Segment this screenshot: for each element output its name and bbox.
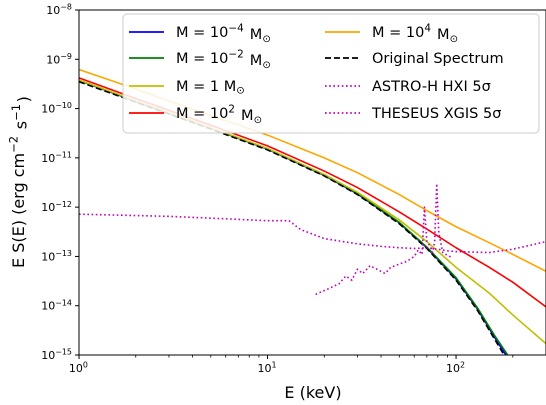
y-tick-label: 10−8 xyxy=(46,3,73,19)
legend-label-4: M = 102 M⊙ xyxy=(176,103,264,126)
plot-frame xyxy=(78,9,546,356)
x-tick-label: 101 xyxy=(257,361,277,377)
y-tick-label: 10−10 xyxy=(41,101,73,117)
y-tick-label: 10−13 xyxy=(41,249,73,265)
y-tick-label: 10−14 xyxy=(41,298,73,314)
x-tick-label: 102 xyxy=(446,361,466,377)
legend: M = 10−4 M⊙ M = 10−2 M⊙ M = 1 M⊙ M = 102… xyxy=(122,13,540,134)
legend-box xyxy=(122,13,540,134)
x-axis-label: E (keV) xyxy=(284,383,341,402)
y-tick-label: 10−12 xyxy=(41,200,73,216)
legend-label-3: M = 1 M⊙ xyxy=(176,78,246,97)
legend-label-7: ASTRO-H HXI 5σ xyxy=(372,79,491,95)
y-tick-label: 10−9 xyxy=(46,52,73,68)
series-line-8 xyxy=(79,213,546,254)
legend-label-5: M = 104 M⊙ xyxy=(372,22,460,45)
y-tick-label: 10−11 xyxy=(41,151,73,167)
legend-label-6: Original Spectrum xyxy=(372,51,504,67)
legend-label-1: M = 10−4 M⊙ xyxy=(176,22,272,45)
legend-label-8: THESEUS XGIS 5σ xyxy=(371,106,501,122)
legend-label-2: M = 10−2 M⊙ xyxy=(176,48,272,71)
y-axis-label: E S(E) (erg cm−2 s−1 ) xyxy=(7,96,33,268)
series-line-7 xyxy=(315,182,453,296)
